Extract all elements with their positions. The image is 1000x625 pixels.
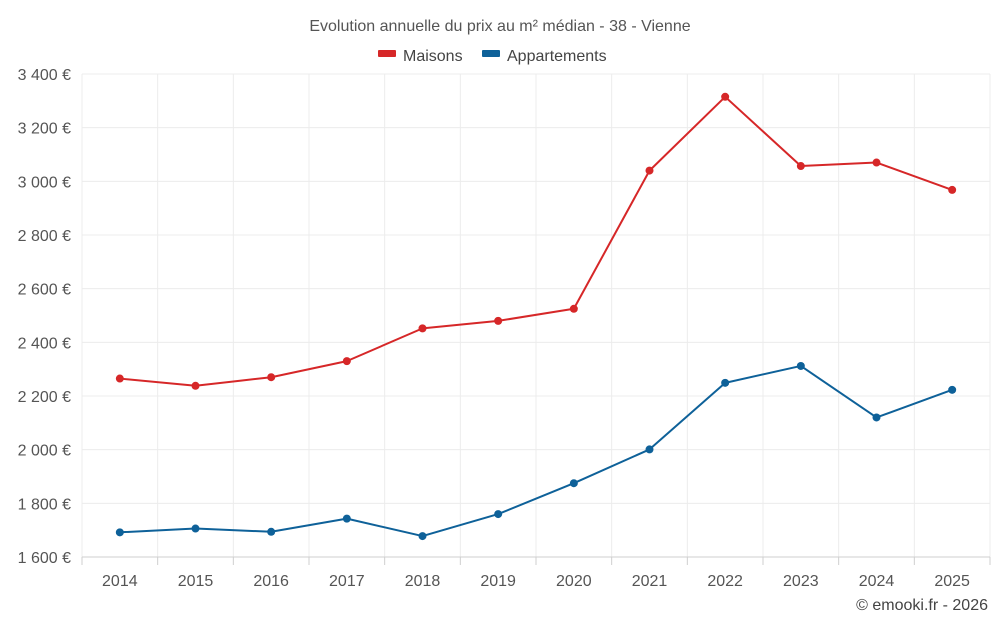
legend-swatch-maisons xyxy=(378,50,396,57)
series-line-maisons xyxy=(119,95,953,387)
series-maisons: 2014 : 2265 € 2015 : 2238 € 2016 : 2270 € 2… xyxy=(115,92,957,390)
data-point-maisons[interactable]: 2016 : 2270 € xyxy=(267,373,276,382)
y-tick-label: 3 400 € xyxy=(18,67,71,84)
y-tick-label: 2 400 € xyxy=(18,335,71,352)
legend: Maisons Appartements xyxy=(378,48,607,65)
y-tick-label: 2 800 € xyxy=(18,228,71,245)
x-axis: 2014 2015 2016 2017 2018 2019 2020 2021 2022 2023… xyxy=(81,556,991,590)
data-point-maisons[interactable]: 2019 : 2480 € xyxy=(494,316,503,325)
x-tick-label: 2017 xyxy=(329,573,365,590)
data-point-maisons[interactable]: 2017 : 2330 € xyxy=(342,357,351,366)
data-point-maisons[interactable]: 2015 : 2238 € xyxy=(191,381,200,390)
data-point-appartements[interactable]: 2014 : 1692 € xyxy=(115,528,124,537)
x-tick-label: 2014 xyxy=(102,573,138,590)
y-axis: 1 600 € 1 800 € 2 000 € 2 200 € 2 400 € 2 600… xyxy=(18,67,71,567)
series-appartements: 2014 : 1692 € 2015 : 1706 € 2016 : 1694 € 2… xyxy=(115,361,957,541)
x-tick-label: 2020 xyxy=(556,573,592,590)
data-point-maisons[interactable]: 2018 : 2452 € xyxy=(418,324,427,333)
data-point-maisons[interactable]: 2014 : 2265 € xyxy=(115,374,124,383)
y-tick-label: 2 600 € xyxy=(18,282,71,299)
data-point-appartements[interactable]: 2025 : 2223 € xyxy=(948,385,957,394)
x-tick-label: 2018 xyxy=(405,573,441,590)
x-tick-label: 2016 xyxy=(253,573,289,590)
x-tick-label: 2022 xyxy=(707,573,743,590)
y-tick-label: 1 600 € xyxy=(18,550,71,567)
data-point-maisons[interactable]: 2022 : 3315 € xyxy=(721,92,730,101)
y-tick-label: 3 000 € xyxy=(18,174,71,191)
data-point-maisons[interactable]: 2020 : 2525 € xyxy=(569,304,578,313)
x-tick-label: 2024 xyxy=(859,573,895,590)
x-tick-label: 2019 xyxy=(480,573,516,590)
credit-text: © emooki.fr - 2026 xyxy=(856,597,988,614)
legend-label-maisons[interactable]: Maisons xyxy=(403,48,463,65)
data-point-appartements[interactable]: 2019 : 1760 € xyxy=(494,510,503,519)
data-point-appartements[interactable]: 2015 : 1706 € xyxy=(191,524,200,533)
data-point-appartements[interactable]: 2023 : 2312 € xyxy=(796,361,805,370)
x-tick-label: 2015 xyxy=(178,573,214,590)
x-tick-label: 2025 xyxy=(934,573,970,590)
data-point-appartements[interactable]: 2018 : 1678 € xyxy=(418,532,427,541)
data-point-maisons[interactable]: 2021 : 3040 € xyxy=(645,166,654,175)
data-point-maisons[interactable]: 2024 : 3070 € xyxy=(872,158,881,167)
data-point-appartements[interactable]: 2016 : 1694 € xyxy=(267,527,276,536)
legend-swatch-appartements xyxy=(482,50,500,57)
y-tick-label: 1 800 € xyxy=(18,496,71,513)
legend-label-appartements[interactable]: Appartements xyxy=(507,48,607,65)
data-point-appartements[interactable]: 2020 : 1875 € xyxy=(569,479,578,488)
data-point-appartements[interactable]: 2017 : 1743 € xyxy=(342,514,351,523)
y-tick-label: 2 000 € xyxy=(18,443,71,460)
series-line-appartements xyxy=(119,364,953,538)
data-point-appartements[interactable]: 2022 : 2249 € xyxy=(721,378,730,387)
x-tick-label: 2023 xyxy=(783,573,819,590)
data-point-appartements[interactable]: 2021 : 2001 € xyxy=(645,445,654,454)
series-group: 2014 : 2265 €2015 : 2238 €2016 : 2270 €2… xyxy=(115,92,957,541)
y-tick-label: 2 200 € xyxy=(18,389,71,406)
chart-title: Evolution annuelle du prix au m² médian … xyxy=(309,18,690,35)
y-tick-label: 3 200 € xyxy=(18,121,71,138)
data-point-maisons[interactable]: 2023 : 3057 € xyxy=(796,162,805,171)
data-point-maisons[interactable]: 2025 : 2968 € xyxy=(948,185,957,194)
x-tick-label: 2021 xyxy=(632,573,668,590)
